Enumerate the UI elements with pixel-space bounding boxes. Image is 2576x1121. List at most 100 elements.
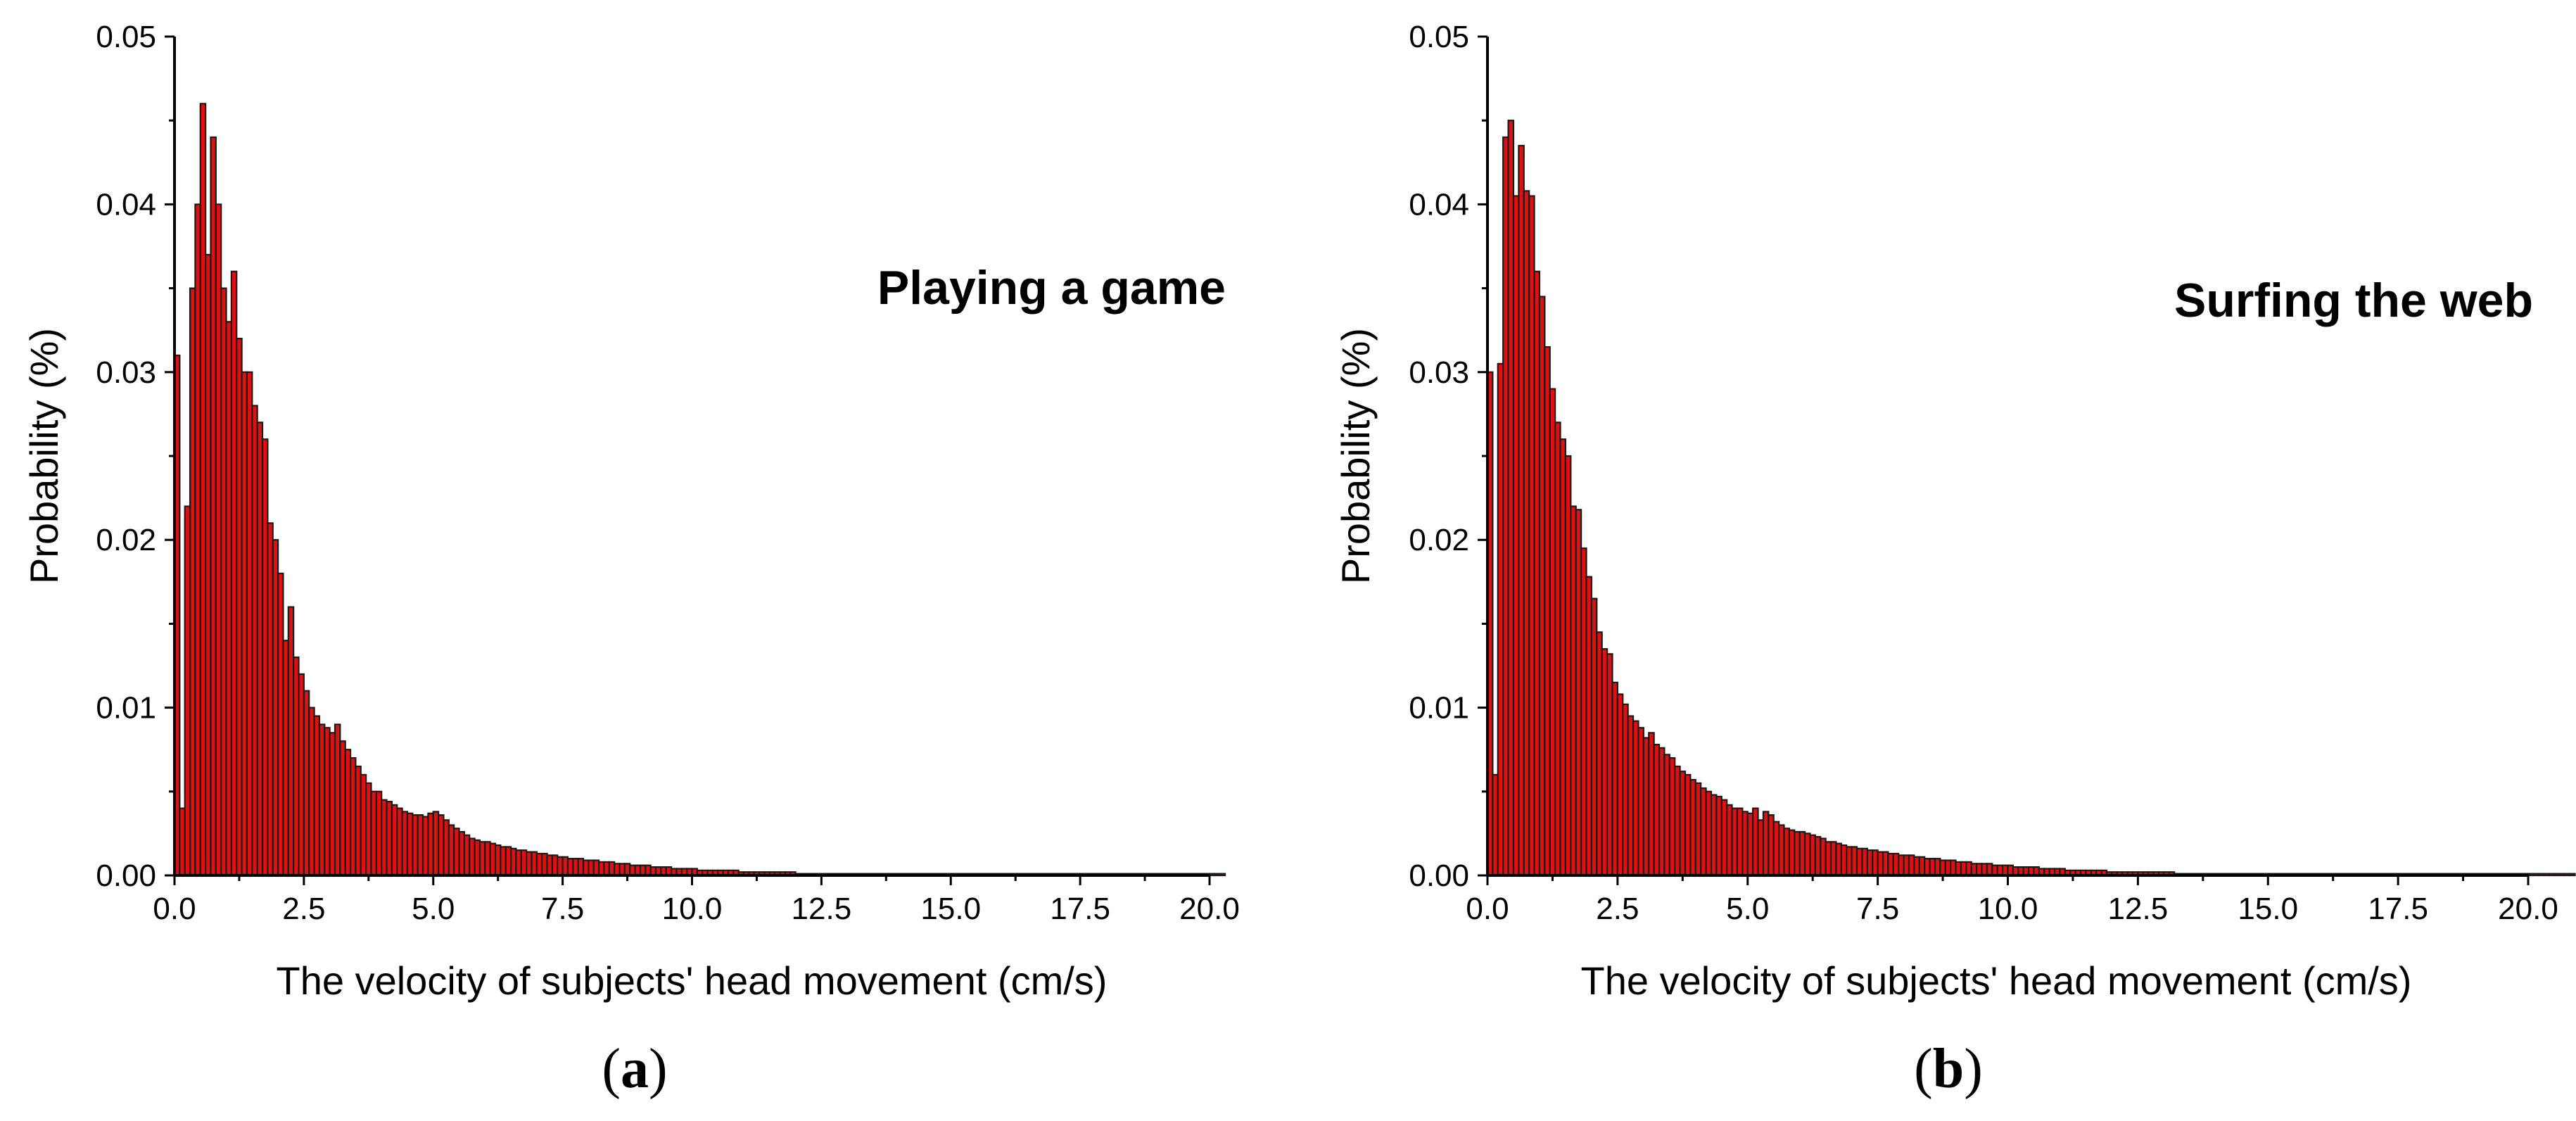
histogram-bar-a-37 bbox=[365, 782, 372, 877]
histogram-bar-b-6 bbox=[1518, 144, 1525, 877]
histogram-bar-b-64 bbox=[1820, 837, 1827, 877]
histogram-bar-b-37 bbox=[1679, 771, 1687, 877]
histogram-bar-a-50 bbox=[432, 811, 440, 877]
histogram-bar-a-4 bbox=[194, 203, 201, 877]
x-tick-label-b-5: 12.5 bbox=[2108, 892, 2169, 926]
histogram-bar-a-13 bbox=[241, 371, 248, 877]
histogram-bar-b-91 bbox=[1960, 861, 1967, 877]
panel-letter-a: a bbox=[621, 1038, 649, 1100]
histogram-bar-b-71 bbox=[1855, 847, 1863, 877]
histogram-bar-a-35 bbox=[355, 765, 362, 877]
histogram-bar-b-35 bbox=[1668, 757, 1676, 877]
panel-label-b: (b) bbox=[1914, 1038, 1983, 1100]
histogram-bar-b-74 bbox=[1872, 849, 1879, 877]
histogram-bar-b-44 bbox=[1715, 795, 1722, 877]
y-tick-label-b-5: 0.05 bbox=[1409, 20, 1469, 54]
histogram-bar-a-76 bbox=[566, 858, 574, 877]
histogram-bar-b-78 bbox=[1892, 852, 1900, 877]
histogram-bar-a-31 bbox=[334, 723, 341, 877]
histogram-bar-b-73 bbox=[1866, 849, 1874, 877]
panel-label-a: (a) bbox=[602, 1038, 667, 1100]
histogram-bar-a-63 bbox=[500, 846, 507, 877]
histogram-bar-a-33 bbox=[344, 749, 352, 877]
histogram-bar-a-24 bbox=[298, 673, 305, 877]
histogram-bar-a-16 bbox=[256, 422, 264, 877]
histogram-bar-a-8 bbox=[215, 203, 222, 877]
histogram-bar-a-42 bbox=[391, 804, 398, 877]
histogram-bar-b-47 bbox=[1731, 807, 1739, 877]
histogram-bar-b-75 bbox=[1877, 851, 1884, 877]
y-tick-label-a-4: 0.04 bbox=[96, 187, 156, 222]
x-tick-label-b-3: 7.5 bbox=[1856, 892, 1899, 926]
histogram-bar-b-98 bbox=[1996, 864, 2004, 877]
x-tick-label-a-0: 0.0 bbox=[153, 892, 196, 926]
histogram-bar-a-17 bbox=[261, 438, 269, 877]
x-ticks-b: 0.0 2.5 5.0 7.5 10.0 12.5 15.0 17.5 20.0 bbox=[1466, 875, 2558, 926]
histogram-bar-b-29 bbox=[1637, 727, 1644, 877]
histogram-bar-a-49 bbox=[427, 812, 434, 877]
histogram-bar-b-89 bbox=[1950, 859, 1957, 877]
histogram-bar-b-11 bbox=[1544, 346, 1551, 877]
histogram-bar-b-54 bbox=[1768, 814, 1775, 877]
histogram-bar-a-85 bbox=[614, 863, 621, 877]
histogram-bar-a-61 bbox=[489, 842, 497, 877]
histogram-bar-a-78 bbox=[577, 858, 585, 877]
histogram-bar-a-5 bbox=[199, 103, 207, 877]
histogram-bar-a-39 bbox=[375, 790, 383, 877]
histogram-bar-b-49 bbox=[1741, 811, 1749, 877]
histogram-bar-a-27 bbox=[313, 715, 321, 877]
histogram-bar-a-19 bbox=[272, 539, 279, 877]
histogram-bar-b-95 bbox=[1981, 863, 1988, 877]
histogram-bar-a-45 bbox=[406, 812, 414, 877]
histogram-bar-b-69 bbox=[1846, 846, 1853, 877]
panel-a: 0.0 2.5 5.0 7.5 10.0 12.5 15.0 17.5 20.0 0.000.0… bbox=[22, 20, 1240, 1100]
y-tick-label-b-4: 0.04 bbox=[1409, 187, 1469, 222]
histogram-bar-a-26 bbox=[308, 707, 315, 877]
histogram-bar-a-47 bbox=[417, 814, 424, 877]
histogram-bar-b-48 bbox=[1736, 807, 1744, 877]
histogram-bar-a-38 bbox=[370, 790, 377, 877]
histogram-bar-a-75 bbox=[561, 856, 569, 877]
histogram-bar-a-69 bbox=[531, 851, 538, 877]
histogram-bar-a-28 bbox=[318, 723, 326, 877]
histogram-bar-b-28 bbox=[1632, 720, 1639, 877]
histogram-bar-b-208 bbox=[2569, 873, 2576, 877]
y-tick-label-a-2: 0.02 bbox=[96, 523, 156, 557]
histogram-bar-b-63 bbox=[1814, 836, 1822, 877]
x-tick-label-b-2: 5.0 bbox=[1726, 892, 1769, 926]
histogram-bar-b-61 bbox=[1803, 832, 1811, 877]
histogram-bar-b-201 bbox=[2532, 873, 2539, 877]
histogram-bar-a-88 bbox=[629, 864, 636, 877]
y-axis-title-b: Probability (%) bbox=[1333, 328, 1378, 584]
histogram-bar-a-79 bbox=[582, 859, 590, 877]
histogram-bar-a-1 bbox=[179, 807, 186, 877]
histogram-bar-b-10 bbox=[1538, 296, 1546, 877]
histogram-bar-b-84 bbox=[1924, 858, 1931, 877]
x-tick-label-a-8: 20.0 bbox=[1179, 892, 1240, 926]
histogram-bar-b-59 bbox=[1794, 830, 1801, 877]
histogram-bar-a-71 bbox=[541, 852, 548, 877]
histogram-bar-a-81 bbox=[592, 859, 600, 877]
histogram-bar-b-70 bbox=[1851, 846, 1858, 877]
histogram-bar-a-70 bbox=[535, 852, 543, 877]
histogram-bars-a bbox=[173, 103, 1226, 877]
histogram-bar-a-6 bbox=[205, 253, 212, 877]
histogram-bar-b-24 bbox=[1611, 681, 1618, 877]
histogram-bar-b-96 bbox=[1986, 863, 1993, 877]
x-tick-label-a-4: 10.0 bbox=[662, 892, 723, 926]
histogram-bar-a-9 bbox=[220, 287, 227, 877]
histogram-bar-a-56 bbox=[463, 834, 471, 877]
histogram-bar-a-83 bbox=[603, 861, 610, 877]
x-tick-label-a-5: 12.5 bbox=[792, 892, 852, 926]
histogram-bars-b bbox=[1486, 120, 2576, 877]
histogram-bar-a-3 bbox=[189, 287, 196, 877]
histogram-bar-a-55 bbox=[458, 830, 465, 877]
histogram-bar-b-62 bbox=[1809, 834, 1816, 877]
y-tick-label-a-0: 0.00 bbox=[96, 859, 156, 893]
x-tick-label-a-3: 7.5 bbox=[541, 892, 584, 926]
x-tick-label-a-7: 17.5 bbox=[1050, 892, 1110, 926]
annotation-b: Surfing the web bbox=[2174, 274, 2533, 327]
histogram-bar-a-87 bbox=[623, 863, 631, 877]
histogram-bar-a-60 bbox=[484, 841, 491, 877]
histogram-bar-b-76 bbox=[1882, 851, 1889, 877]
